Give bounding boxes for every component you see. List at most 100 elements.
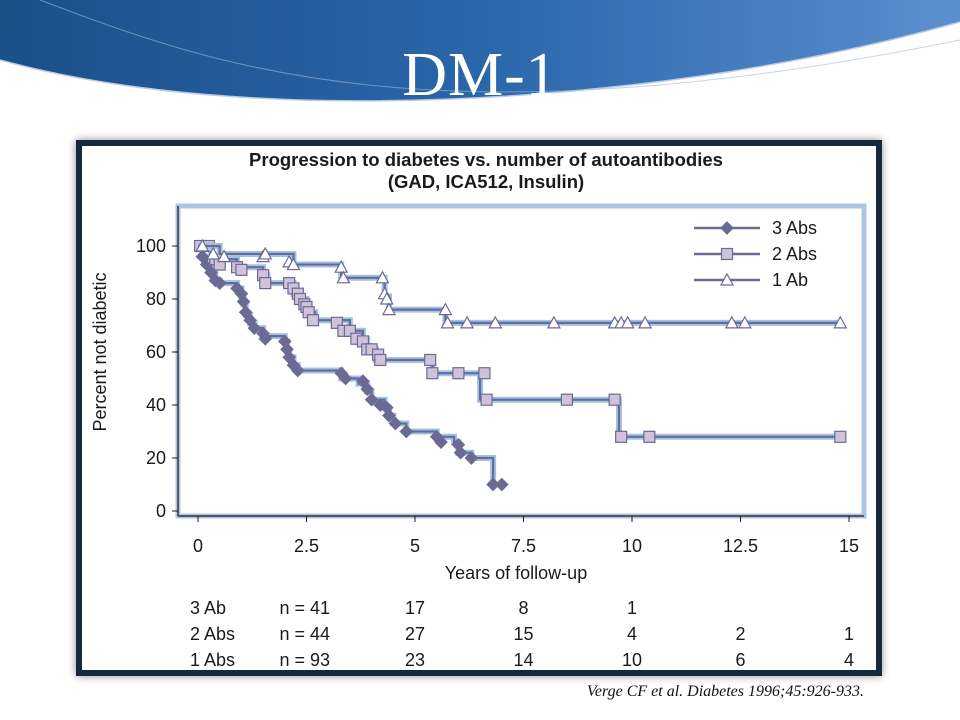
figure-panel: Progression to diabetes vs. number of au…: [82, 146, 876, 670]
series-1-ab: [195, 238, 848, 329]
data-point-triangle: [375, 270, 390, 284]
data-point-diamond: [494, 477, 509, 492]
risk-cell: 4: [844, 650, 854, 670]
data-point-diamond: [453, 445, 468, 460]
risk-cell: 23: [405, 650, 425, 670]
data-point-square: [306, 314, 320, 327]
risk-cell: 15: [513, 624, 533, 644]
title-banner: [0, 0, 960, 102]
data-point-triangle: [438, 302, 453, 316]
x-tick-label: 12.5: [723, 536, 758, 556]
x-tick-label: 10: [622, 536, 642, 556]
data-point-triangle: [833, 315, 848, 329]
data-point-diamond: [258, 331, 273, 346]
data-point-diamond: [290, 363, 305, 378]
risk-cell: 6: [735, 650, 745, 670]
risk-cell: 8: [518, 598, 528, 618]
data-point-square: [615, 430, 628, 443]
data-point-triangle: [737, 315, 752, 329]
series-3-abs: [195, 243, 509, 492]
risk-cell: 4: [627, 624, 637, 644]
data-point-square: [235, 263, 248, 276]
data-point-triangle: [488, 315, 503, 329]
y-tick-label: 20: [146, 448, 166, 468]
data-point-diamond: [247, 321, 262, 335]
data-point-square: [452, 367, 465, 380]
data-point-triangle: [620, 315, 635, 329]
legend-label: 1 Ab: [772, 270, 808, 290]
data-point-square: [330, 316, 343, 329]
risk-row-n: n = 44: [279, 624, 330, 644]
legend-label: 3 Abs: [772, 218, 817, 238]
data-point-diamond: [212, 276, 227, 290]
y-tick-label: 100: [136, 236, 166, 256]
data-point-diamond: [720, 221, 734, 235]
data-point-triangle: [460, 315, 475, 329]
data-point-diamond: [382, 408, 396, 423]
risk-cell: 1: [844, 624, 854, 644]
risk-row-n: n = 41: [279, 598, 330, 618]
chart-title: Progression to diabetes vs. number of au…: [249, 149, 723, 170]
data-point-triangle: [195, 238, 210, 252]
y-tick-label: 80: [146, 289, 166, 309]
y-tick-label: 60: [146, 342, 166, 362]
x-tick-label: 15: [839, 536, 859, 556]
data-point-diamond: [360, 382, 375, 396]
data-point-diamond: [338, 371, 353, 386]
x-tick-label: 5: [410, 536, 420, 556]
figure-frame: Progression to diabetes vs. number of au…: [76, 140, 882, 676]
data-point-square: [343, 324, 356, 337]
data-point-square: [426, 367, 439, 380]
data-point-square: [374, 353, 387, 367]
risk-row-n: n = 93: [279, 650, 330, 670]
data-point-triangle: [206, 246, 221, 260]
data-point-square: [643, 430, 656, 443]
survival-chart: Progression to diabetes vs. number of au…: [90, 149, 867, 670]
risk-cell: 1: [627, 598, 637, 618]
x-tick-label: 2.5: [294, 536, 319, 556]
data-point-triangle: [638, 315, 653, 329]
risk-cell: 14: [513, 650, 533, 670]
data-point-diamond: [434, 435, 448, 449]
data-point-square: [720, 247, 734, 261]
data-point-diamond: [399, 424, 414, 439]
data-point-square: [478, 367, 491, 380]
y-tick-label: 0: [156, 501, 166, 521]
risk-row-label: 1 Abs: [190, 650, 235, 670]
legend: 3 Abs 2 Abs 1 Ab: [694, 218, 817, 290]
data-point-triangle: [724, 315, 739, 329]
data-point-diamond: [388, 416, 403, 431]
series-line: [198, 244, 841, 324]
x-axis-label: Years of follow-up: [445, 563, 587, 583]
y-axis-label: Percent not diabetic: [90, 272, 110, 431]
data-point-triangle: [217, 249, 232, 263]
risk-cell: 27: [405, 624, 425, 644]
data-point-square: [834, 430, 847, 443]
chart-subtitle: (GAD, ICA512, Insulin): [388, 171, 584, 192]
data-point-triangle: [440, 315, 455, 329]
data-point-triangle: [286, 257, 301, 271]
legend-label: 2 Abs: [772, 244, 817, 264]
slide-title: DM-1: [402, 41, 558, 109]
data-point-square: [259, 277, 272, 290]
data-point-triangle: [719, 272, 735, 286]
x-tick-label: 7.5: [511, 536, 536, 556]
risk-cell: 10: [622, 650, 642, 670]
citation: Verge CF et al. Diabetes 1996;45:926-933…: [586, 683, 864, 700]
data-point-square: [424, 353, 437, 367]
data-point-square: [608, 393, 621, 406]
data-point-diamond: [464, 451, 479, 465]
risk-row-label: 2 Abs: [190, 624, 235, 644]
data-point-triangle: [336, 270, 351, 284]
y-tick-label: 40: [146, 395, 166, 415]
data-point-square: [560, 393, 573, 406]
data-point-square: [480, 393, 493, 406]
data-point-triangle: [258, 246, 273, 260]
data-point-triangle: [379, 291, 394, 305]
x-tick-label: 0: [193, 536, 203, 556]
risk-cell: 2: [735, 624, 745, 644]
data-point-triangle: [381, 302, 396, 316]
risk-cell: 17: [405, 598, 425, 618]
data-point-triangle: [546, 315, 561, 329]
data-point-triangle: [334, 259, 349, 273]
